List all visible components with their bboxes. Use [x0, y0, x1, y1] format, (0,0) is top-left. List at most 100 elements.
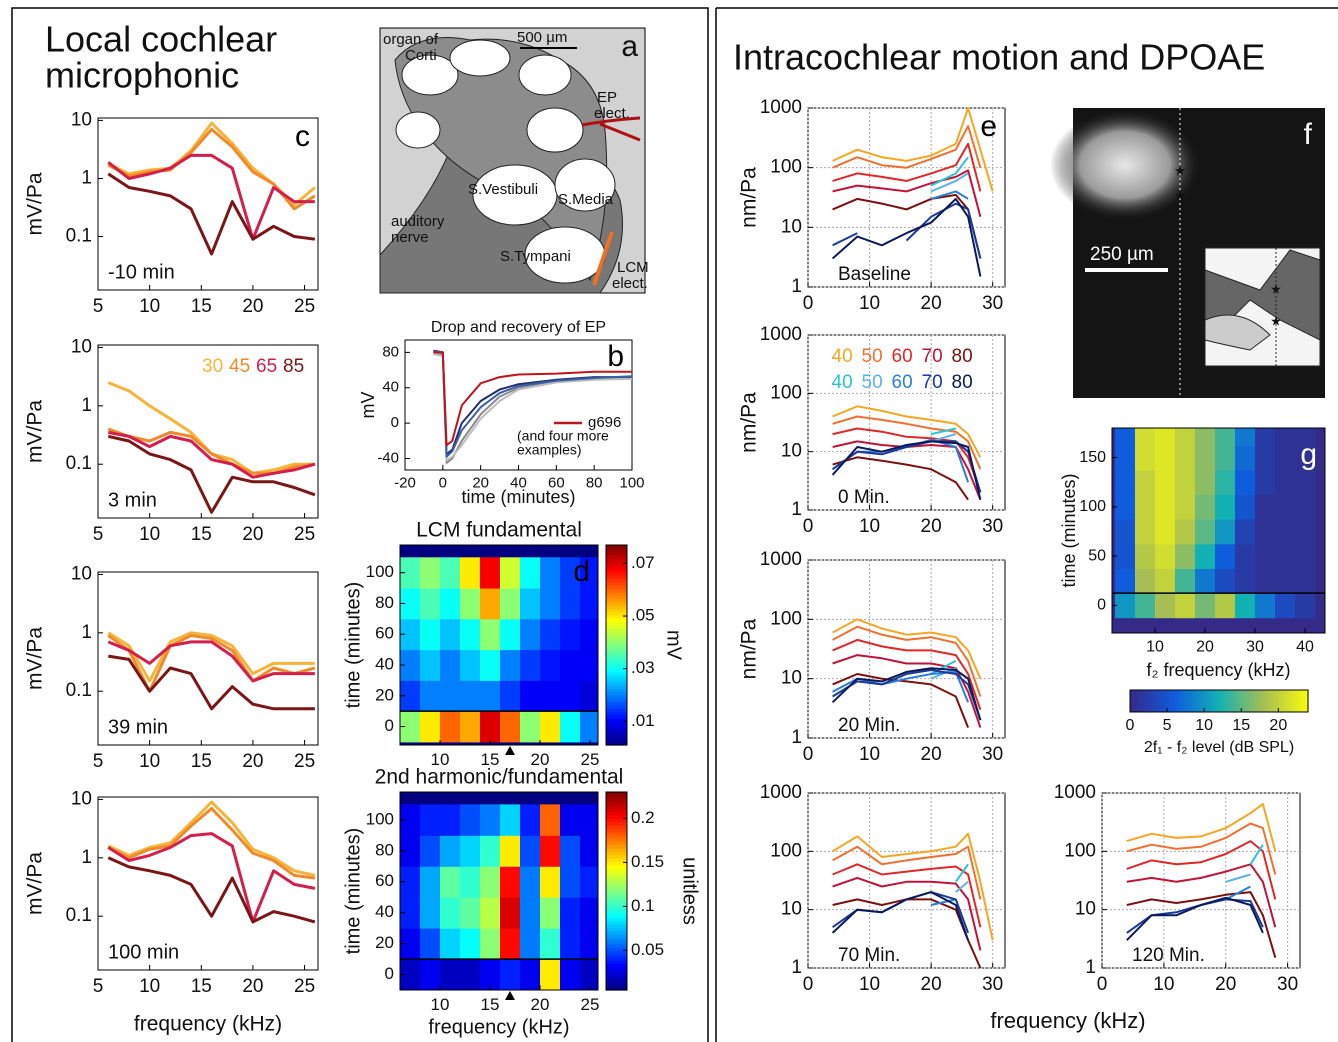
- colorbar-strip: [606, 838, 627, 843]
- colorbar-strip: [606, 601, 627, 606]
- series-line: [832, 440, 982, 501]
- heading: microphonic: [45, 55, 239, 96]
- heatmap-cell: [460, 618, 481, 651]
- y-tick-label: 1: [791, 499, 802, 520]
- y-tick-label: 150: [1079, 449, 1106, 466]
- heatmap-cell: [440, 557, 461, 589]
- colorbar-strip: [1227, 690, 1232, 712]
- colorbar-strip: [606, 917, 627, 922]
- colorbar-strip: [606, 798, 627, 803]
- colorbar-strip: [1156, 690, 1161, 712]
- x-tick-label: 5: [93, 296, 104, 317]
- legend-label: 50: [862, 372, 883, 393]
- colorbar-strip: [1144, 690, 1149, 712]
- colorbar-strip: [1153, 690, 1158, 712]
- heatmap-cell: [560, 557, 581, 589]
- colorbar-strip: [606, 834, 627, 839]
- series-line: [107, 127, 316, 211]
- y-axis-label: nm/Pa: [738, 618, 761, 679]
- heatmap-cell: [480, 680, 501, 712]
- colorbar-tick-label: 0: [1126, 717, 1135, 734]
- colorbar-strip: [606, 551, 627, 556]
- colorbar-strip: [1251, 690, 1256, 712]
- colorbar-tick-label: .01: [631, 711, 655, 730]
- colorbar-strip: [1242, 690, 1247, 712]
- y-tick-label: 1: [81, 847, 92, 868]
- colorbar-strip: [606, 725, 627, 729]
- heatmap-cell: [480, 711, 501, 743]
- colorbar-strip: [1296, 690, 1300, 712]
- heatmap-cell: [1195, 543, 1216, 569]
- heatmap-cell: [1275, 519, 1296, 545]
- heatmap-cell: [1275, 469, 1296, 496]
- heatmap-cell: [440, 866, 461, 898]
- heatmap-cell: [1295, 519, 1316, 545]
- colorbar-strip: [606, 611, 627, 616]
- y-axis-label: nm/Pa: [738, 167, 761, 228]
- scala: [526, 107, 584, 153]
- heatmap-cell: [580, 897, 598, 929]
- heatmap-cell: [580, 835, 598, 867]
- colorbar-strip: [606, 808, 627, 813]
- colorbar-strip: [606, 668, 627, 673]
- heatmap-cell: [560, 649, 581, 681]
- y-tick-label: 40: [382, 379, 399, 396]
- y-tick-label: 1: [1085, 957, 1096, 978]
- colorbar-tick-label: 15: [1232, 717, 1250, 734]
- heatmap-cell: [580, 588, 598, 620]
- colorbar-strip: [1257, 690, 1262, 712]
- colorbar-strip: [1263, 690, 1268, 712]
- colorbar-strip: [1150, 690, 1155, 712]
- scala: [518, 54, 572, 96]
- colorbar-strip: [606, 591, 627, 596]
- diagram-label: Corti: [405, 47, 437, 64]
- x-tick-label: 15: [191, 751, 212, 772]
- plot-frame: [1101, 792, 1301, 969]
- heatmap-cell: [480, 804, 501, 836]
- heatmap-cell: [540, 680, 561, 712]
- colorbar-strip: [606, 821, 627, 826]
- series-line: [1126, 863, 1277, 928]
- heatmap-cell: [560, 680, 581, 712]
- colorbar-strip: [1219, 690, 1223, 712]
- heatmap-cell: [1195, 469, 1216, 496]
- colorbar-strip: [606, 943, 627, 948]
- heatmap-cell: [1175, 568, 1196, 594]
- x-tick-label: 10: [1153, 974, 1174, 995]
- colorbar-strip: [606, 548, 627, 553]
- y-tick-label: 0: [391, 414, 399, 431]
- colorbar-strip: [1260, 690, 1265, 712]
- colorbar-tick-label: 20: [1269, 717, 1287, 734]
- heatmap-cell: [1215, 445, 1236, 471]
- colorbar-strip: [606, 851, 627, 856]
- heatmap-cell: [560, 588, 581, 620]
- colorbar-strip: [606, 811, 627, 816]
- colorbar-strip: [606, 983, 627, 988]
- heatmap-cell: [1295, 494, 1316, 520]
- colorbar-strip: [606, 861, 627, 866]
- heatmap-cell: [440, 959, 461, 990]
- colorbar-strip: [1239, 690, 1244, 712]
- plot-frame: [399, 544, 599, 746]
- x-tick-label: 15: [481, 750, 500, 769]
- colorbar-strip: [606, 671, 627, 676]
- series-line: [955, 881, 969, 893]
- heatmap-cell: [480, 618, 501, 651]
- x-tick-label: 0: [803, 744, 814, 765]
- heatmap-cell: [420, 557, 441, 589]
- heatmap-cell: [400, 557, 421, 589]
- colorbar-strip: [606, 894, 627, 899]
- heatmap-cell: [400, 649, 421, 681]
- series-line: [832, 669, 982, 721]
- y-tick-label: 100: [770, 157, 802, 178]
- x-tick-label: 40: [1296, 639, 1314, 656]
- colorbar-strip: [1132, 690, 1137, 712]
- colorbar-strip: [606, 608, 627, 613]
- heatmap-cell: [540, 649, 561, 681]
- legend-label: 45: [229, 356, 250, 377]
- colorbar-strip: [1168, 690, 1173, 712]
- colorbar-strip: [606, 688, 627, 693]
- heatmap-cell: [1135, 494, 1156, 520]
- y-tick-label: 100: [366, 809, 394, 828]
- heatmap-cell: [420, 680, 441, 712]
